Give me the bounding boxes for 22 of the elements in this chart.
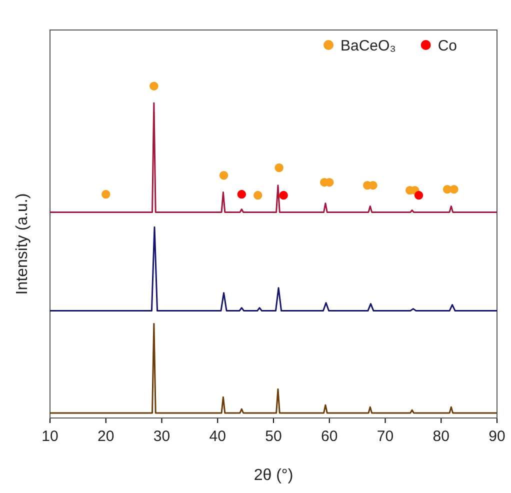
point <box>279 190 288 200</box>
x-tick-label: 30 <box>153 428 170 445</box>
x-tick-label: 40 <box>209 428 226 445</box>
x-tick-label: 60 <box>321 428 338 445</box>
x-tick-label: 70 <box>376 428 394 445</box>
legend-label: Co <box>438 37 457 54</box>
x-tick-label: 90 <box>488 428 506 445</box>
point <box>274 163 284 172</box>
point <box>414 190 424 200</box>
y-axis-title: Intensity (a.u.) <box>14 193 31 295</box>
legend-label: BaCeO₃ <box>340 37 396 54</box>
point <box>450 184 458 194</box>
point <box>253 190 262 200</box>
x-tick-label: 50 <box>265 428 282 445</box>
x-tick-label: 20 <box>98 428 114 445</box>
point <box>237 190 246 199</box>
x-axis-title: 2θ (°) <box>254 467 294 484</box>
x-tick-label: 80 <box>432 428 450 445</box>
point <box>219 171 228 180</box>
x-tick-label: 10 <box>42 428 58 445</box>
point <box>102 190 110 199</box>
point <box>150 82 158 90</box>
